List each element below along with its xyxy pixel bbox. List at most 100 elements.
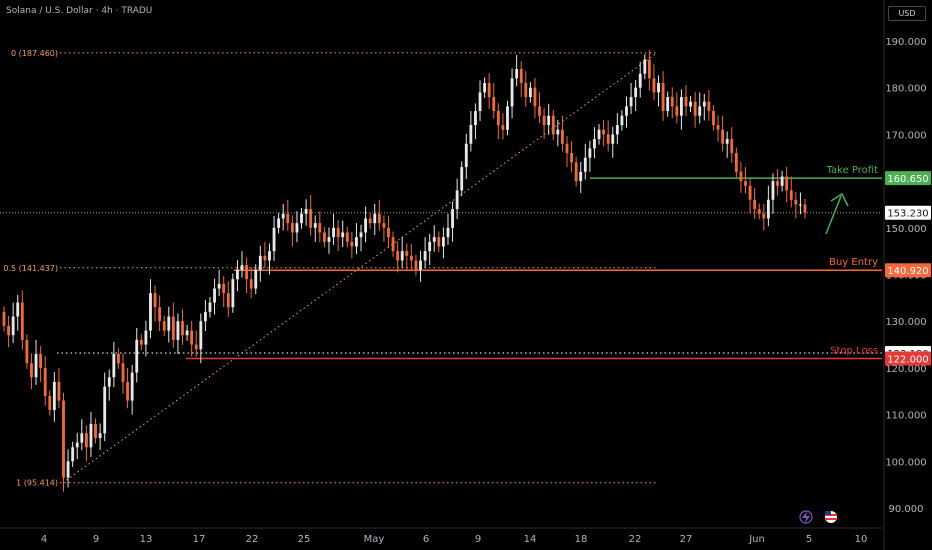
candle — [570, 153, 573, 163]
candle — [730, 139, 734, 154]
price-tag-label: 140.920 — [887, 266, 928, 277]
candle — [744, 181, 747, 186]
candle — [478, 92, 482, 112]
y-tick-label: 190.000 — [885, 37, 926, 48]
candle — [593, 139, 596, 149]
candle — [382, 223, 386, 228]
lightning-icon — [799, 510, 813, 524]
candle — [799, 204, 802, 206]
candle — [139, 339, 143, 345]
candle — [355, 237, 358, 247]
fib-level-label: 0 (187.460) — [11, 49, 58, 58]
level-label: Stop Loss — [830, 346, 878, 357]
fib-level-label: 0.5 (141.437) — [3, 264, 58, 273]
candle — [30, 363, 33, 378]
candle — [290, 223, 294, 233]
candle — [387, 227, 390, 238]
candle — [258, 255, 262, 270]
candle — [496, 111, 500, 126]
candle — [501, 125, 505, 130]
candle — [538, 106, 541, 116]
candle — [203, 311, 207, 322]
x-tick-label: 22 — [629, 534, 642, 545]
price-tag — [885, 263, 931, 278]
candle — [652, 78, 656, 93]
x-tick-label: 5 — [806, 534, 812, 545]
candle — [300, 213, 303, 224]
x-tick-label: 10 — [855, 534, 868, 545]
candle — [771, 181, 775, 200]
candle — [185, 330, 189, 336]
currency-button[interactable]: USD — [888, 6, 926, 21]
candle — [748, 185, 752, 200]
x-tick-label: 27 — [680, 534, 693, 545]
candle — [428, 241, 432, 252]
candle — [194, 344, 198, 350]
candle — [313, 223, 317, 228]
candle — [167, 316, 171, 331]
candle — [400, 251, 404, 261]
price-tag — [885, 351, 931, 366]
candle — [34, 353, 38, 378]
candle — [43, 367, 47, 396]
candle — [675, 106, 679, 116]
candle — [510, 78, 514, 107]
candle — [414, 260, 418, 270]
candle — [432, 237, 436, 242]
candle — [80, 433, 84, 443]
candle — [693, 101, 697, 116]
candle — [776, 181, 779, 186]
candle — [25, 339, 29, 364]
candle — [409, 255, 413, 261]
candle — [698, 106, 702, 116]
candle — [121, 363, 125, 382]
candle — [75, 442, 79, 448]
candle — [451, 209, 454, 228]
candle — [606, 134, 610, 144]
candle — [753, 199, 757, 210]
candle — [542, 115, 546, 126]
candle — [144, 330, 148, 345]
candle — [556, 129, 560, 135]
candle — [405, 251, 409, 256]
candle — [208, 302, 212, 312]
candle — [583, 157, 587, 172]
candle — [263, 255, 267, 261]
x-tick-label: 14 — [524, 534, 537, 545]
candle — [268, 251, 271, 261]
candle — [702, 101, 706, 107]
candle — [611, 134, 615, 144]
candle — [98, 433, 102, 438]
candle — [483, 83, 487, 93]
candle — [670, 97, 674, 107]
price-tag-label: 153.230 — [887, 209, 928, 220]
candle — [574, 162, 578, 182]
candle — [286, 213, 290, 224]
candle — [62, 400, 65, 478]
x-tick-label: 18 — [575, 534, 588, 545]
candle — [528, 87, 532, 98]
candle — [277, 218, 281, 228]
candle — [615, 125, 619, 135]
candle — [666, 97, 670, 112]
x-tick-label: 4 — [41, 534, 47, 545]
candle — [446, 227, 450, 238]
candle — [103, 386, 107, 434]
flag-icon-stripe — [825, 518, 837, 520]
candle — [725, 139, 729, 144]
candle — [460, 167, 464, 191]
candle — [716, 125, 720, 130]
flag-icon-canton — [825, 511, 831, 515]
y-tick-label: 110.000 — [885, 411, 926, 422]
candle — [721, 129, 725, 144]
candle — [657, 83, 660, 93]
candle — [679, 97, 683, 116]
candle — [117, 353, 120, 364]
candle — [84, 433, 88, 448]
candle — [199, 321, 203, 350]
x-tick-label: 22 — [246, 534, 259, 545]
candle — [469, 125, 473, 144]
candle — [309, 209, 313, 228]
candle — [519, 69, 523, 84]
